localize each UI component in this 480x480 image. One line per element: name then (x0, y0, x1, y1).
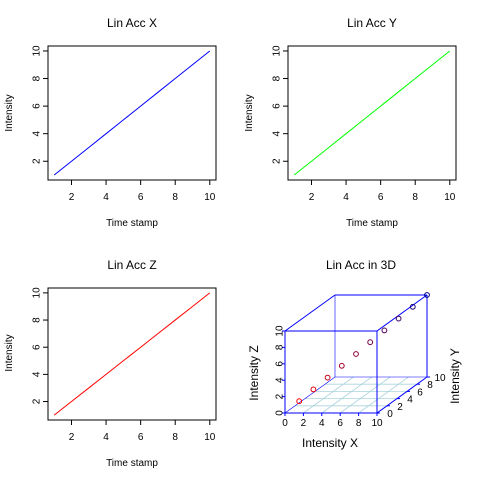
chart1-x-tick-label: 6 (138, 192, 144, 203)
chart2-y-tick-label: 8 (272, 75, 283, 81)
chart4-x-tick-label: 2 (301, 418, 307, 429)
chart1-y-tick-label: 10 (32, 45, 43, 57)
chart3-y-tick-label: 2 (32, 398, 43, 404)
chart1-x-tick-label: 8 (172, 192, 178, 203)
chart3-x-tick-label: 8 (172, 432, 178, 443)
chart3-x-tick-label: 4 (103, 432, 109, 443)
chart4-z-tick-label: 2 (275, 393, 286, 399)
chart4-box-edge (284, 376, 336, 414)
chart2-x-tick-label: 2 (309, 192, 315, 203)
chart1-y-label: Intensity (4, 94, 15, 131)
chart3-x-tick-label: 2 (69, 432, 75, 443)
chart1-y-tick-label: 8 (32, 75, 43, 81)
chart4-data-point (296, 398, 303, 405)
chart1-y-tick-label: 4 (32, 130, 43, 136)
chart4-x-tick-label: 4 (319, 418, 325, 429)
chart4-floor-grid-line (339, 376, 391, 414)
chart4-box-edge (376, 294, 428, 332)
chart1-x-label: Time stamp (106, 218, 158, 229)
chart1-x-tick-label: 2 (69, 192, 75, 203)
chart4-box-edge (284, 294, 336, 332)
chart3-x-tick-label: 6 (138, 432, 144, 443)
chart3-title: Lin Acc Z (107, 258, 156, 272)
chart1-y-tick-label: 2 (32, 158, 43, 164)
chart3-x-label: Time stamp (106, 458, 158, 469)
chart3-x-tick-label: 10 (204, 432, 216, 443)
chart4-y-label: Intensity Y (448, 348, 462, 404)
chart4-y-tick-label: 4 (407, 395, 413, 406)
chart4-data-point (409, 303, 416, 310)
chart4-x-tick-label: 6 (337, 418, 343, 429)
chart1-series-line (53, 50, 211, 176)
chart2-x-tick-label: 8 (412, 192, 418, 203)
chart1-y-tick-label: 6 (32, 103, 43, 109)
chart4-floor-grid-line (321, 376, 373, 414)
chart4-data-point (395, 315, 402, 322)
chart2-x-label: Time stamp (346, 218, 398, 229)
chart4-z-tick-label: 8 (275, 344, 286, 350)
chart2-y-label: Intensity (244, 94, 255, 131)
chart3-y-tick-label: 10 (32, 287, 43, 299)
chart4-y-tick-label: 10 (434, 373, 446, 384)
chart4-data-point (424, 292, 430, 298)
chart4-z-tick-label: 0 (275, 410, 286, 416)
chart3-y-tick-label: 8 (32, 317, 43, 323)
chart1-plot-frame (47, 45, 217, 181)
chart3-plot-frame (47, 287, 217, 421)
chart3-series-line (53, 292, 211, 416)
chart1-x-tick-label: 4 (103, 192, 109, 203)
chart2-y-tick-label: 6 (272, 103, 283, 109)
chart4-x-label: Intensity X (302, 436, 358, 450)
chart4-y-tick-label: 2 (397, 402, 403, 413)
chart2-series-line (293, 50, 451, 176)
chart4-z-tick-label: 6 (275, 361, 286, 367)
chart2-y-tick-label: 4 (272, 130, 283, 136)
chart4-data-point (353, 351, 359, 357)
chart4-x-tick-label: 10 (371, 418, 383, 429)
chart4-data-point (367, 339, 374, 346)
chart4-z-tick-label: 4 (275, 377, 286, 383)
chart4-y-tick-label: 8 (427, 380, 433, 391)
chart3-y-tick-label: 4 (32, 371, 43, 377)
chart4-title: Lin Acc in 3D (326, 258, 396, 272)
chart4-z-tick-label: 10 (275, 325, 286, 337)
chart2-title: Lin Acc Y (347, 16, 397, 30)
chart3-y-label: Intensity (4, 334, 15, 371)
chart4-floor-grid-line (358, 376, 409, 414)
chart4-data-point (338, 362, 345, 369)
chart4-x-tick-label: 8 (356, 418, 362, 429)
chart4-z-label: Intensity Z (247, 345, 261, 400)
chart2-x-tick-label: 10 (444, 192, 456, 203)
chart2-plot-frame (287, 45, 457, 181)
chart1-title: Lin Acc X (107, 16, 157, 30)
chart4-y-tick-label: 0 (387, 409, 393, 420)
chart4-x-tick-label: 0 (282, 418, 288, 429)
chart4-data-point (324, 374, 331, 381)
chart2-y-tick-label: 2 (272, 158, 283, 164)
chart3-y-tick-label: 6 (32, 344, 43, 350)
chart2-x-tick-label: 6 (378, 192, 384, 203)
chart4-data-point (381, 327, 388, 334)
chart4-y-tick-label: 6 (417, 387, 423, 398)
chart1-x-tick-label: 10 (204, 192, 216, 203)
chart2-y-tick-label: 10 (272, 45, 283, 57)
chart4-box-edge (376, 376, 428, 414)
chart4-data-point (310, 386, 317, 393)
chart4-floor-grid-line (303, 376, 354, 414)
chart2-x-tick-label: 4 (343, 192, 349, 203)
